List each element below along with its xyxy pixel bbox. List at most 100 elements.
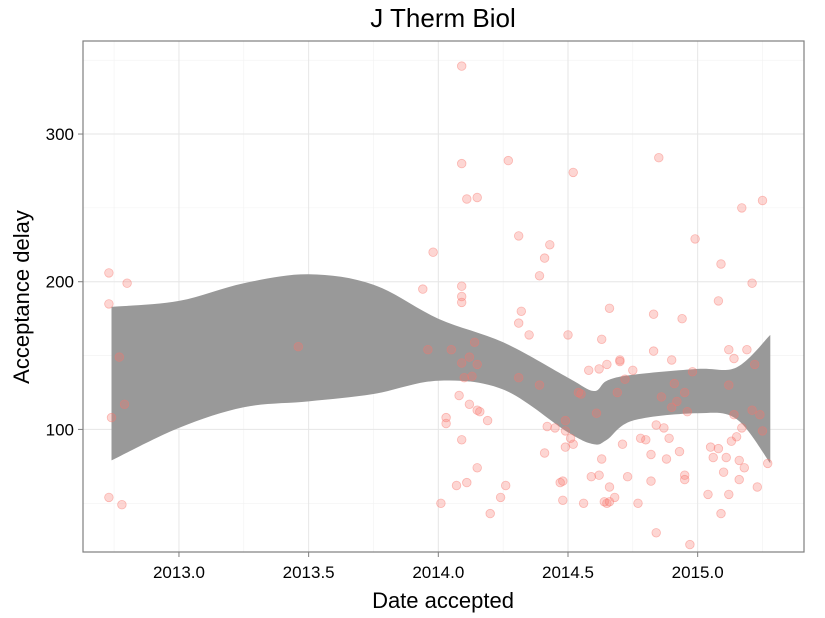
panel-border (82, 40, 805, 553)
x-tick-label: 2015.0 (672, 563, 724, 582)
data-point (628, 365, 638, 376)
data-point (462, 477, 472, 488)
data-point (472, 463, 482, 473)
data-point (667, 402, 677, 413)
data-point (457, 281, 467, 291)
data-point (716, 259, 726, 269)
data-point (568, 439, 578, 449)
data-point (757, 426, 768, 436)
data-point (659, 423, 669, 433)
data-point (545, 240, 555, 250)
data-point (661, 454, 672, 464)
confidence-band (111, 274, 771, 464)
y-axis-ticks: 100 200 300 (46, 125, 83, 439)
data-point (457, 291, 467, 302)
data-point (560, 442, 571, 452)
data-point (612, 387, 623, 398)
data-point (648, 309, 659, 319)
data-point (651, 528, 661, 538)
data-point (615, 356, 625, 367)
data-point (724, 345, 734, 355)
data-point (602, 359, 612, 370)
y-tick-label: 100 (46, 420, 74, 439)
data-point (703, 489, 713, 500)
data-point (734, 455, 744, 466)
data-point (555, 477, 565, 488)
data-point (604, 482, 615, 492)
data-point (646, 449, 656, 460)
data-point (680, 474, 690, 485)
data-point (584, 365, 594, 376)
data-point (122, 278, 132, 288)
data-point (459, 373, 469, 383)
data-point (563, 330, 573, 340)
data-point (615, 355, 625, 365)
data-point (737, 203, 747, 213)
data-point (729, 410, 739, 420)
data-point (119, 399, 130, 410)
data-point (586, 472, 597, 482)
data-point (597, 334, 607, 345)
data-point (648, 346, 659, 356)
x-tick-label: 2013.5 (283, 563, 335, 582)
data-point (724, 489, 734, 500)
data-point (602, 498, 612, 509)
x-axis-label: Date accepted (372, 588, 514, 613)
data-point (436, 498, 446, 509)
data-point (446, 345, 457, 355)
data-point (560, 426, 571, 436)
data-point (718, 467, 729, 477)
data-point (464, 352, 475, 362)
data-point (293, 342, 304, 352)
data-point (542, 421, 552, 432)
data-point (734, 474, 744, 485)
data-point (104, 492, 114, 503)
data-point (462, 194, 472, 204)
data-point (467, 371, 477, 382)
data-point (495, 492, 506, 503)
data-point (457, 435, 467, 445)
data-point (106, 412, 117, 423)
data-point (594, 470, 604, 480)
data-point (641, 435, 651, 445)
chart-title: J Therm Biol (370, 3, 515, 33)
data-point (604, 497, 615, 507)
data-point (687, 367, 698, 377)
data-point (682, 407, 693, 417)
data-point (713, 296, 724, 306)
data-point (737, 423, 747, 433)
data-point (685, 539, 695, 550)
data-point (633, 498, 643, 509)
data-point (423, 345, 433, 355)
data-point (690, 234, 700, 244)
data-point (646, 476, 656, 486)
data-point (457, 61, 467, 71)
data-point (742, 345, 752, 355)
data-point (501, 480, 511, 491)
data-point (457, 358, 467, 368)
data-point (651, 420, 661, 430)
data-point (539, 253, 550, 263)
data-point (755, 410, 765, 420)
y-tick-label: 200 (46, 273, 74, 292)
data-point (635, 433, 646, 444)
data-point (622, 472, 633, 482)
data-point (680, 470, 690, 480)
data-point (620, 374, 630, 384)
data-point (441, 418, 451, 429)
data-point (667, 355, 677, 365)
data-point (731, 432, 742, 442)
x-tick-label: 2014.5 (542, 563, 594, 582)
data-point (610, 492, 620, 503)
data-point (558, 476, 568, 486)
points-layer (104, 61, 773, 550)
data-point (604, 303, 615, 314)
data-point (747, 278, 757, 288)
data-point (664, 433, 674, 444)
data-point (534, 271, 545, 281)
data-point (594, 364, 604, 374)
data-point (708, 452, 718, 463)
data-point (454, 390, 464, 401)
data-point (573, 387, 584, 398)
data-point (418, 284, 428, 294)
